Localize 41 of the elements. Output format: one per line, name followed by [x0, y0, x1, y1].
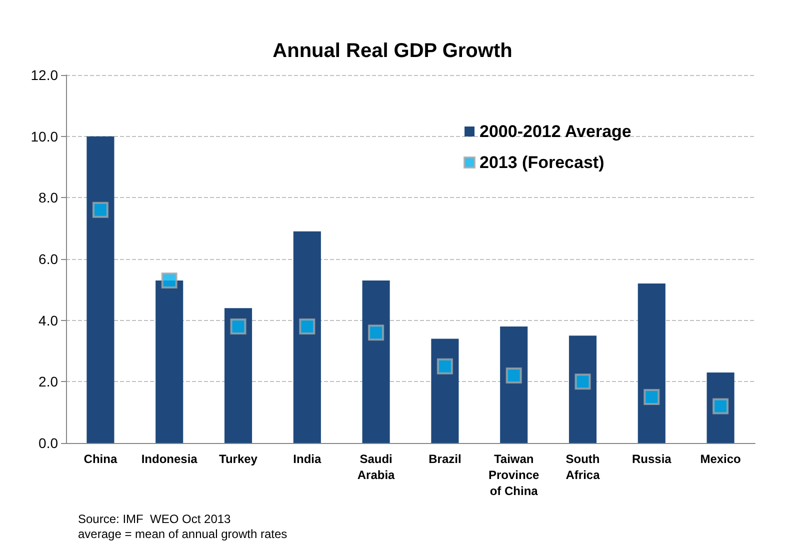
bar [431, 338, 459, 443]
bar [156, 280, 184, 443]
y-tick-label: 10.0 [30, 128, 58, 144]
point [574, 374, 591, 390]
y-tick-label: 8.0 [38, 190, 58, 206]
chart-title: Annual Real GDP Growth [272, 40, 512, 62]
legend-label: 2000-2012 Average [480, 122, 632, 141]
bar [568, 336, 597, 443]
bar [362, 280, 390, 443]
x-tick-label: Saudi Arabia [357, 452, 396, 482]
point [436, 358, 453, 374]
y-tick-label: 12.0 [30, 67, 58, 83]
y-tick-label: 6.0 [38, 251, 58, 267]
x-tick-label: India [293, 452, 322, 466]
x-tick-label: Brazil [428, 452, 462, 466]
x-tick-label: Russia [632, 452, 672, 466]
bar [293, 231, 321, 443]
x-tick-label: Taiwan Province of China [488, 452, 540, 498]
point [161, 272, 178, 288]
point [712, 398, 729, 414]
x-tick-label: South Africa [566, 452, 600, 482]
bar [86, 136, 114, 443]
point [92, 202, 108, 218]
point [506, 368, 522, 384]
bar [224, 308, 252, 443]
y-tick-label: 4.0 [38, 312, 58, 328]
x-tick-label: Mexico [700, 452, 741, 466]
x-tick-label: China [84, 452, 118, 466]
y-tick-label: 2.0 [38, 374, 58, 390]
text: average = mean of annual growth rates [78, 527, 288, 541]
y-tick-label: 0.0 [38, 435, 58, 451]
x-tick-label: Indonesia [141, 452, 198, 466]
bar [500, 326, 528, 443]
x-tick-label: Turkey [219, 452, 258, 466]
point [644, 389, 660, 405]
point [230, 318, 246, 334]
point [299, 318, 316, 334]
bar [638, 284, 666, 443]
point [368, 324, 384, 341]
legend-label: 2013 (Forecast) [480, 153, 604, 172]
source-note: Source: IMF WEO Oct 2013 [78, 512, 232, 526]
